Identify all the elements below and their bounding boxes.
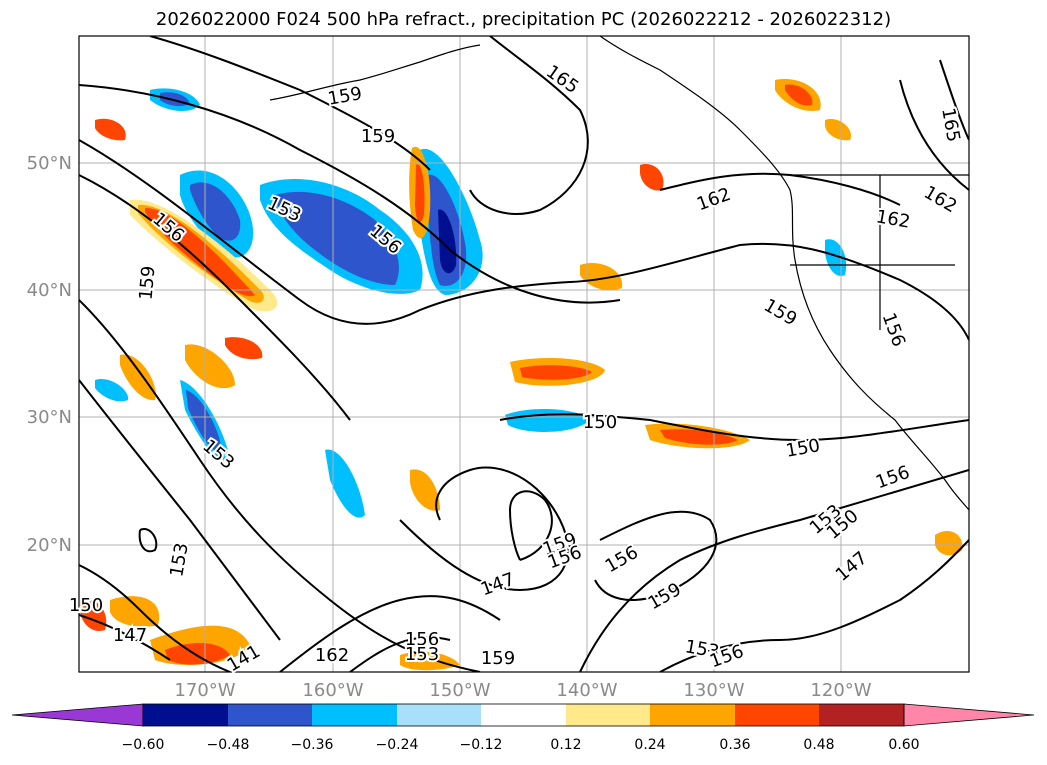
contour-label: 156 — [405, 629, 439, 650]
colorbar-tick: 0.60 — [888, 737, 920, 753]
coastlines — [269, 36, 969, 511]
colorbar-tick: 0.36 — [719, 737, 751, 753]
colorbar-tick: −0.36 — [290, 737, 334, 753]
contour-label: 162 — [315, 645, 349, 666]
lon-label: 150°W — [429, 680, 491, 701]
colorbar-tick: −0.24 — [375, 737, 419, 753]
colorbar — [11, 703, 1035, 727]
colorbar-tick: −0.60 — [121, 737, 165, 753]
lat-label: 20°N — [26, 535, 72, 556]
contour-label-halo: 150 — [583, 412, 617, 433]
lon-label: 130°W — [683, 680, 745, 701]
lat-label: 30°N — [26, 407, 72, 428]
contour-label: 159 — [361, 126, 395, 147]
contour-label-halo: 147 — [113, 625, 147, 646]
contour-label-halo: 150 — [69, 595, 103, 616]
contour-label-halo: 159 — [136, 265, 160, 301]
lat-label: 40°N — [26, 280, 72, 301]
contour-label: 159 — [481, 648, 515, 669]
lat-label: 50°N — [26, 153, 72, 174]
lon-label: 140°W — [556, 680, 618, 701]
colorbar-tick: 0.48 — [803, 737, 835, 753]
colorbar-tick: −0.12 — [459, 737, 503, 753]
graticule — [79, 36, 969, 672]
lon-label: 120°W — [810, 680, 872, 701]
colorbar-tick: 0.12 — [550, 737, 582, 753]
contour-label-halo: 159 — [361, 126, 395, 147]
lon-label: 160°W — [302, 680, 364, 701]
refract-contours — [79, 36, 969, 672]
contour-label: 147 — [113, 625, 147, 646]
map-title: 2026022000 F024 500 hPa refract., precip… — [155, 9, 892, 30]
contour-label-halo: 159 — [481, 648, 515, 669]
contour-label-halo: 156 — [405, 629, 439, 650]
contour-label: 150 — [69, 595, 103, 616]
contour-label: 159 — [136, 265, 160, 301]
contour-label-halo: 153 — [405, 644, 439, 665]
contour-label: 153 — [405, 644, 439, 665]
contour-label: 150 — [583, 412, 617, 433]
precip-shading — [80, 79, 963, 671]
colorbar-tick: 0.24 — [634, 737, 666, 753]
lon-label: 170°W — [174, 680, 236, 701]
colorbar-tick: −0.48 — [206, 737, 250, 753]
contour-label-halo: 162 — [315, 645, 349, 666]
contour-label-halo: 153 — [166, 541, 193, 578]
